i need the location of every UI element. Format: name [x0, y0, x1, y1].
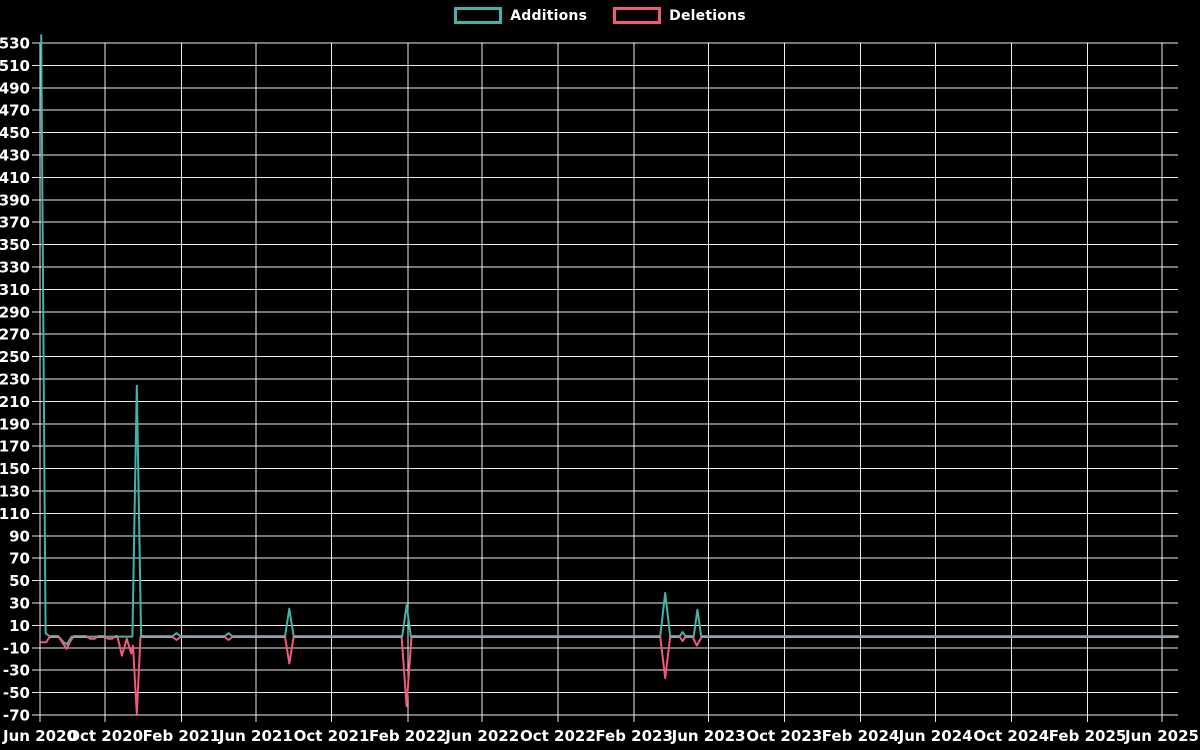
- y-tick-label: -30: [3, 662, 30, 680]
- y-tick-label: 410: [0, 169, 30, 187]
- x-tick-label: Feb 2025: [1049, 727, 1127, 745]
- y-tick-label: 210: [0, 393, 30, 411]
- x-tick-label: Feb 2023: [595, 727, 673, 745]
- y-tick-label: 30: [9, 595, 30, 613]
- chart-legend: Additions Deletions: [0, 7, 1200, 24]
- y-tick-label: -70: [3, 707, 30, 725]
- y-tick-label: 250: [0, 348, 30, 366]
- y-tick-label: 510: [0, 57, 30, 75]
- additions-legend-label: Additions: [510, 7, 588, 24]
- y-tick-label: 130: [0, 483, 30, 501]
- y-tick-label: 70: [9, 550, 30, 568]
- y-tick-label: 270: [0, 326, 30, 344]
- x-tick-label: Oct 2023: [746, 727, 822, 745]
- x-tick-label: Jun 2021: [218, 727, 293, 745]
- x-tick-label: Oct 2024: [973, 727, 1049, 745]
- deletions-legend-swatch: [613, 7, 662, 24]
- y-tick-label: 10: [9, 617, 30, 635]
- y-tick-label: 290: [0, 303, 30, 321]
- y-tick-label: -50: [3, 684, 30, 702]
- additions-legend-swatch: [454, 7, 503, 24]
- legend-item-additions[interactable]: Additions: [454, 7, 587, 24]
- y-tick-label: 450: [0, 124, 30, 142]
- y-tick-label: 530: [0, 35, 30, 53]
- y-tick-label: 90: [9, 527, 30, 545]
- y-tick-label: 390: [0, 191, 30, 209]
- x-tick-label: Jun 2024: [898, 727, 973, 745]
- y-tick-label: 50: [9, 572, 30, 590]
- y-tick-label: 430: [0, 147, 30, 165]
- y-tick-label: 150: [0, 460, 30, 478]
- y-tick-label: 110: [0, 505, 30, 523]
- y-tick-label: -10: [3, 639, 30, 657]
- legend-item-deletions[interactable]: Deletions: [613, 7, 746, 24]
- y-tick-label: 310: [0, 281, 30, 299]
- y-tick-label: 170: [0, 438, 30, 456]
- y-tick-label: 330: [0, 259, 30, 277]
- x-tick-label: Oct 2021: [294, 727, 370, 745]
- y-tick-label: 470: [0, 102, 30, 120]
- x-tick-label: Jun 2022: [444, 727, 519, 745]
- x-tick-label: Feb 2024: [822, 727, 900, 745]
- x-tick-label: Oct 2020: [67, 727, 143, 745]
- y-tick-label: 190: [0, 415, 30, 433]
- y-tick-label: 350: [0, 236, 30, 254]
- x-tick-label: Jun 2025: [1124, 727, 1199, 745]
- x-tick-label: Oct 2022: [520, 727, 596, 745]
- y-tick-label: 370: [0, 214, 30, 232]
- x-tick-label: Feb 2021: [143, 727, 221, 745]
- y-tick-label: 230: [0, 371, 30, 389]
- deletions-legend-label: Deletions: [669, 7, 746, 24]
- x-tick-label: Jun 2020: [2, 727, 77, 745]
- x-tick-label: Jun 2023: [671, 727, 746, 745]
- x-tick-label: Feb 2022: [369, 727, 447, 745]
- y-tick-label: 490: [0, 79, 30, 97]
- additions-line: [40, 34, 1180, 646]
